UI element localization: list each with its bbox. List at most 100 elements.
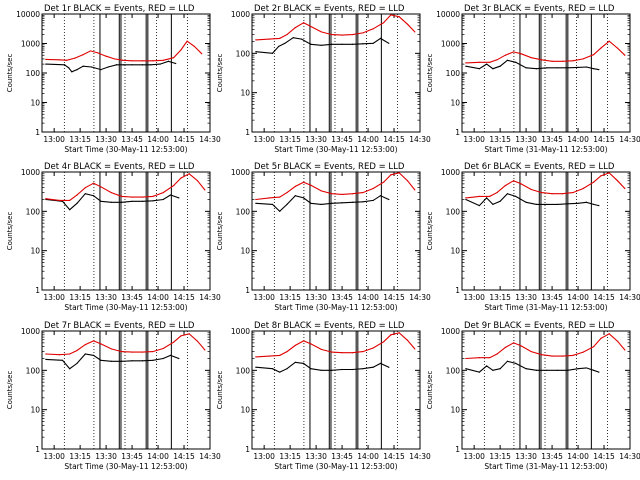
series-events-point xyxy=(110,360,112,362)
x-tick-label: 14:00 xyxy=(357,452,379,461)
series-events-point xyxy=(84,193,86,195)
x-tick-label: 14:15 xyxy=(383,452,405,461)
series-events-point xyxy=(465,198,467,201)
series-lld-point xyxy=(351,33,354,36)
x-tick-label: 13:15 xyxy=(69,452,91,461)
series-events-point xyxy=(379,362,382,365)
x-axis-label: Start Time (30-May-11 12:53:00) xyxy=(64,462,187,471)
series-events-point xyxy=(379,37,382,39)
series-lld-point xyxy=(383,181,385,183)
series-events-point xyxy=(310,368,312,370)
y-tick-label: 1000 xyxy=(441,327,460,336)
series-lld-point xyxy=(414,348,416,350)
series-events-point xyxy=(362,368,364,370)
panel-title: Det 1r BLACK = Events, RED = LLD xyxy=(44,4,195,14)
y-tick-label: 1000 xyxy=(21,40,40,49)
series-lld-point xyxy=(76,194,78,196)
x-tick-label: 14:30 xyxy=(409,135,431,144)
series-events-point xyxy=(515,61,517,63)
series-events-line xyxy=(465,193,599,207)
series-events-point xyxy=(388,366,390,368)
y-tick-label: 10 xyxy=(30,406,40,415)
series-lld-point xyxy=(201,53,203,55)
series-lld-point xyxy=(331,351,333,353)
panel-title: Det 4r BLACK = Events, RED = LLD xyxy=(44,162,195,172)
plot-frame xyxy=(251,13,421,133)
series-events-point xyxy=(499,368,501,370)
series-events-point xyxy=(577,202,579,204)
series-events-point xyxy=(556,67,558,69)
series-events-point xyxy=(577,66,579,68)
series-events-point xyxy=(331,369,333,371)
series-events-point xyxy=(492,369,494,371)
series-events-point xyxy=(90,66,93,68)
x-tick-label: 13:00 xyxy=(253,452,275,461)
x-tick-label: 13:45 xyxy=(121,135,143,144)
series-events-point xyxy=(341,43,343,45)
series-events-point xyxy=(535,203,538,206)
series-lld-point xyxy=(173,57,175,59)
series-lld-point xyxy=(582,58,584,60)
x-tick-label: 14:30 xyxy=(619,135,640,144)
series-events-point xyxy=(141,64,144,66)
series-events-point xyxy=(123,64,125,66)
x-axis-label: Start Time (30-May-11 12:53:00) xyxy=(274,303,397,312)
series-events-point xyxy=(131,360,133,362)
series-events-point xyxy=(121,360,123,362)
series-events-point xyxy=(100,69,102,71)
series-lld-point xyxy=(478,195,480,197)
series-events-point xyxy=(121,201,123,203)
series-lld-point xyxy=(310,25,312,28)
series-events-point xyxy=(598,69,600,71)
series-lld-point xyxy=(141,196,144,198)
plot-frame xyxy=(251,171,421,291)
x-tick-label: 14:30 xyxy=(199,293,221,302)
y-tick-label: 100 xyxy=(26,366,41,375)
series-lld-point xyxy=(530,188,532,191)
series-events-point xyxy=(271,52,274,54)
series-lld-point xyxy=(180,335,182,337)
series-lld-point xyxy=(520,53,522,55)
series-lld-point xyxy=(496,191,498,194)
series-lld-point xyxy=(152,350,154,353)
series-events-point xyxy=(68,67,70,69)
series-events-point xyxy=(593,68,595,70)
series-lld-point xyxy=(45,198,47,200)
series-lld-point xyxy=(489,357,491,359)
series-lld-point xyxy=(294,27,296,29)
series-events-point xyxy=(362,201,364,203)
y-tick-label: 1000 xyxy=(231,168,250,177)
series-lld-point xyxy=(572,191,574,194)
panel-det-3: Det 3r BLACK = Events, RED = LLD 13:00 13:… xyxy=(426,4,640,154)
series-lld-point xyxy=(45,353,47,355)
series-lld-point xyxy=(406,23,409,25)
series-lld-point xyxy=(320,190,322,192)
x-tick-label: 13:00 xyxy=(43,293,65,302)
x-tick-label: 14:30 xyxy=(409,452,431,461)
series-events-point xyxy=(486,63,488,65)
series-lld-point xyxy=(465,357,467,360)
series-events-point xyxy=(310,202,312,204)
x-tick-label: 14:30 xyxy=(409,293,431,302)
series-lld-point xyxy=(551,60,553,62)
series-lld-point xyxy=(465,197,467,199)
series-lld-point xyxy=(141,60,144,62)
series-lld-point xyxy=(624,54,626,56)
series-events-point xyxy=(63,64,66,66)
series-events-point xyxy=(546,203,548,206)
series-events-point xyxy=(286,368,288,370)
x-tick-label: 14:15 xyxy=(173,452,195,461)
y-tick-label: 1000 xyxy=(21,168,40,177)
series-lld-point xyxy=(141,351,144,353)
series-events-point xyxy=(372,42,374,44)
series-events-point xyxy=(351,201,354,203)
series-lld-point xyxy=(152,195,154,197)
series-events-point xyxy=(93,195,95,197)
series-lld-point xyxy=(320,31,322,33)
series-lld-point xyxy=(541,354,543,356)
series-events-point xyxy=(152,200,154,202)
series-lld-point xyxy=(84,344,86,346)
x-tick-label: 13:00 xyxy=(463,452,485,461)
series-events-point xyxy=(150,64,152,66)
series-lld-point xyxy=(173,185,175,187)
